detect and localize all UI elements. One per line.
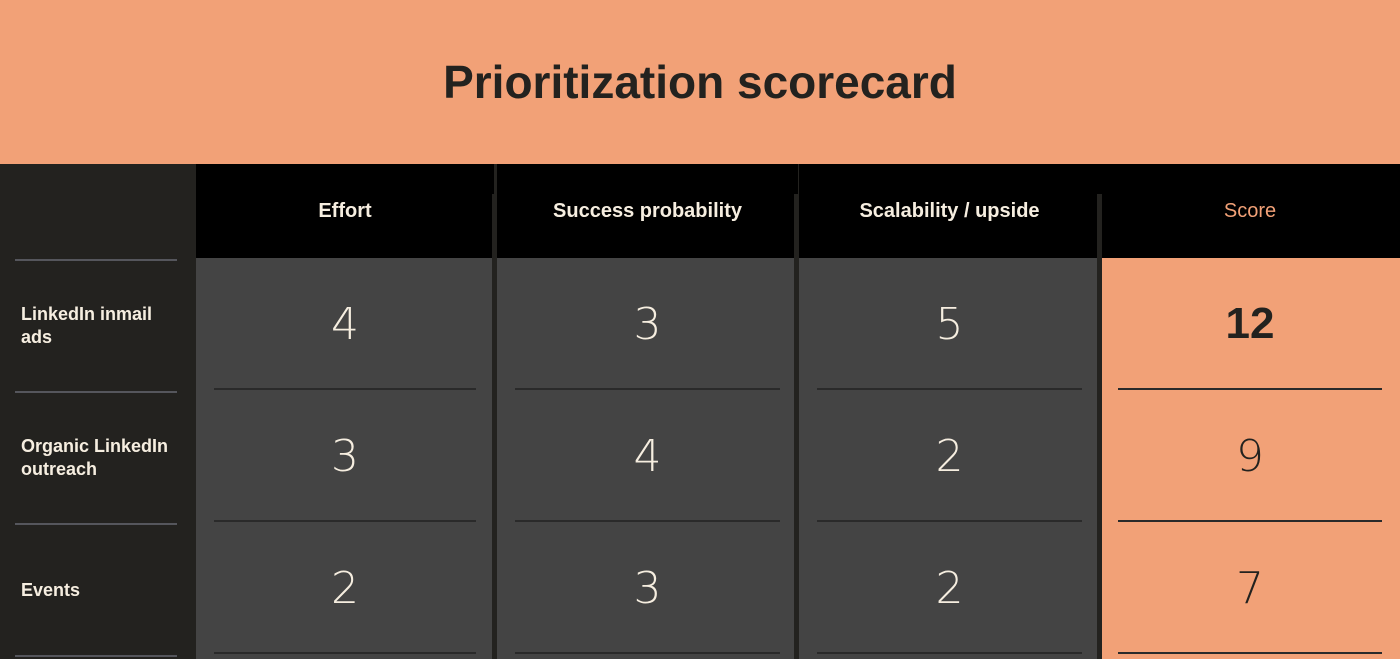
- column-header-label: Scalability / upside: [859, 199, 1040, 222]
- column-effort: Effort 4 3 2: [196, 164, 494, 659]
- column-header-label: Effort: [318, 199, 372, 222]
- title-banner: Prioritization scorecard: [0, 0, 1400, 164]
- table-cell: 4: [196, 258, 494, 390]
- page-title: Prioritization scorecard: [443, 56, 957, 108]
- column-header: Success probability: [497, 164, 798, 258]
- row-rule: [15, 523, 177, 525]
- column-divider: [1097, 194, 1102, 659]
- row-label: Events: [21, 579, 81, 600]
- table-cell: 3: [196, 390, 494, 522]
- table-cell: 4: [497, 390, 798, 522]
- column-scalability: Scalability / upside 5 2 2: [799, 164, 1100, 659]
- row-label: Organic LinkedIn outreach: [21, 436, 169, 479]
- score-cell: 9: [1100, 390, 1400, 522]
- row-label: LinkedIn inmail ads: [21, 304, 153, 347]
- column-header-label: Score: [1223, 199, 1277, 222]
- table-cell: 2: [799, 390, 1100, 522]
- column-divider: [492, 194, 497, 659]
- column-header: Score: [1100, 164, 1400, 258]
- column-header: Effort: [196, 164, 494, 258]
- column-divider: [794, 194, 799, 659]
- table-cell: 2: [799, 522, 1100, 654]
- table-cell: 3: [497, 258, 798, 390]
- column-success-probability: Success probability 3 4 3: [497, 164, 798, 659]
- column-header-label: Success probability: [553, 199, 742, 222]
- table-cell: 3: [497, 522, 798, 654]
- row-rule: [15, 391, 177, 393]
- score-cell: 12: [1100, 258, 1400, 390]
- row-rule: [15, 655, 177, 657]
- column-header: Scalability / upside: [799, 164, 1100, 258]
- table-cell: 2: [196, 522, 494, 654]
- table-cell: 5: [799, 258, 1100, 390]
- score-cell: 7: [1100, 522, 1400, 654]
- row-rule: [15, 259, 177, 261]
- column-score: Score 12 9 7: [1100, 164, 1400, 659]
